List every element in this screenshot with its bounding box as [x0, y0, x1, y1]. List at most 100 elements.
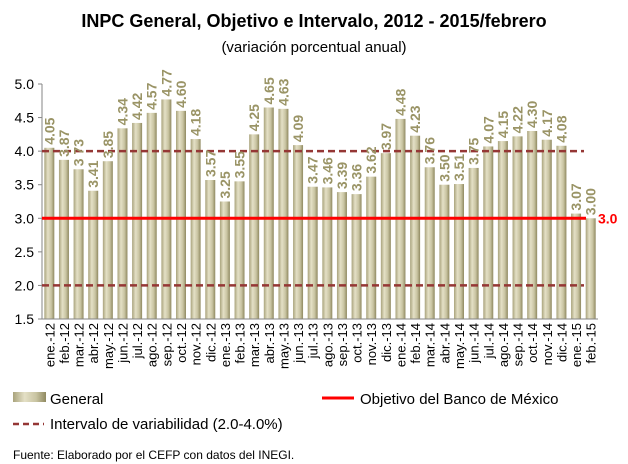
x-tick-label: may.-14 [452, 323, 467, 369]
x-tick-label: ago.-14 [496, 323, 511, 367]
data-label: 4.05 [41, 117, 57, 144]
x-tick-label: jul.-14 [481, 323, 496, 359]
reference-lines: 3.0 [42, 149, 618, 287]
bar [263, 107, 274, 319]
x-tick-label: nov.-14 [540, 323, 555, 365]
x-tick-label: sep.-14 [511, 323, 526, 366]
data-label: 4.77 [158, 69, 174, 96]
y-tick-label: 5.0 [15, 76, 35, 92]
y-tick-label: 4.5 [15, 110, 35, 126]
x-tick-label: ene.-14 [393, 323, 408, 367]
x-tick-label: dic.-14 [554, 323, 569, 362]
bar [571, 213, 582, 319]
x-tick-label: ago.-13 [320, 323, 335, 367]
legend-label-general: General [50, 391, 103, 408]
data-label: 3.75 [466, 137, 482, 164]
data-label: 4.34 [114, 98, 130, 125]
x-tick-label: oct.-12 [174, 323, 189, 363]
x-tick-label: sep.-13 [335, 323, 350, 366]
data-label: 4.09 [290, 115, 306, 142]
data-label: 4.63 [275, 78, 291, 105]
bar [58, 159, 69, 319]
bar [73, 169, 84, 319]
bar [249, 134, 260, 319]
data-label: 3.47 [305, 156, 321, 183]
bar [132, 122, 143, 319]
data-label: 3.76 [422, 137, 438, 164]
data-label: 3.07 [568, 183, 584, 210]
x-tick-label: abr.-12 [86, 323, 101, 363]
chart-title: INPC General, Objetivo e Intervalo, 2012… [81, 11, 546, 31]
bar [351, 194, 362, 319]
data-label: 3.85 [100, 131, 116, 158]
data-label: 4.30 [524, 101, 540, 128]
x-tick-label: oct.-13 [350, 323, 365, 363]
x-tick-label: feb.-13 [233, 323, 248, 363]
target-line-label: 3.0 [598, 210, 618, 226]
x-axis: ene.-12 feb.-12 mar.-12 abr.-12 may.-12 jun.-… [42, 318, 599, 369]
bars [44, 99, 596, 320]
bar [424, 167, 435, 319]
bar [190, 139, 201, 319]
data-label: 3.87 [56, 129, 72, 156]
y-tick-label: 2.0 [15, 277, 35, 293]
bar [527, 131, 538, 319]
bar [146, 112, 157, 319]
x-tick-label: sep.-12 [159, 323, 174, 366]
x-tick-label: dic.-12 [203, 323, 218, 362]
bar [205, 180, 216, 319]
y-tick-label: 4.0 [15, 143, 35, 159]
x-tick-label: ene.-15 [569, 323, 584, 367]
y-tick-label: 1.5 [15, 311, 35, 327]
source-note: Fuente: Elaborado por el CEFP con datos … [13, 448, 294, 462]
bar [468, 167, 479, 319]
data-label: 3 73 [71, 139, 87, 166]
bar [219, 201, 230, 319]
bar [44, 147, 55, 319]
legend: General Objetivo del Banco de México Int… [13, 391, 558, 433]
bar [102, 161, 113, 319]
bar [234, 181, 245, 319]
data-label: 4.07 [480, 116, 496, 143]
x-tick-label: oct.-14 [525, 323, 540, 363]
bar [585, 218, 596, 319]
bar [497, 141, 508, 319]
data-label: 3.57 [202, 150, 218, 177]
chart-subtitle: (variación porcentual anual) [221, 39, 406, 56]
bar [512, 136, 523, 319]
x-tick-label: jun.-13 [291, 323, 306, 364]
data-label: 4.42 [129, 92, 145, 119]
y-axis: 1.5 2.0 2.5 3.0 3.5 4.0 4.5 5.0 [15, 76, 43, 327]
data-label: 4.60 [173, 80, 189, 107]
data-label: 3.25 [217, 171, 233, 198]
data-label: 3.50 [436, 154, 452, 181]
x-tick-label: nov.-12 [189, 323, 204, 365]
x-tick-label: jul.-13 [306, 323, 321, 359]
bar [293, 145, 304, 319]
x-tick-label: jun.-14 [467, 323, 482, 364]
data-label: 3.62 [363, 146, 379, 173]
data-label: 4.57 [144, 82, 160, 109]
y-tick-label: 2.5 [15, 244, 35, 260]
x-tick-label: mar.-12 [72, 323, 87, 367]
bar [366, 176, 377, 319]
bar [307, 186, 318, 319]
x-tick-label: ago.-12 [145, 323, 160, 367]
bar [336, 192, 347, 319]
data-label: 4.18 [188, 109, 204, 136]
data-label: 4.25 [246, 104, 262, 131]
legend-swatch-general [13, 392, 46, 402]
bar [439, 184, 450, 319]
x-tick-label: may.-13 [276, 323, 291, 369]
y-tick-label: 3.0 [15, 210, 35, 226]
data-label: 3.46 [319, 157, 335, 184]
data-label: 4.48 [392, 88, 408, 115]
legend-label-intervalo: Intervalo de variabilidad (2.0-4.0%) [50, 416, 283, 433]
x-tick-label: nov.-13 [364, 323, 379, 365]
data-labels: 4.053.873 733.41 3.85 4.344.424.574.774.60… [41, 69, 598, 215]
bar [483, 146, 494, 319]
x-tick-label: jun.-12 [115, 323, 130, 364]
data-label: 3.00 [583, 188, 599, 215]
x-tick-label: mar.-13 [247, 323, 262, 367]
